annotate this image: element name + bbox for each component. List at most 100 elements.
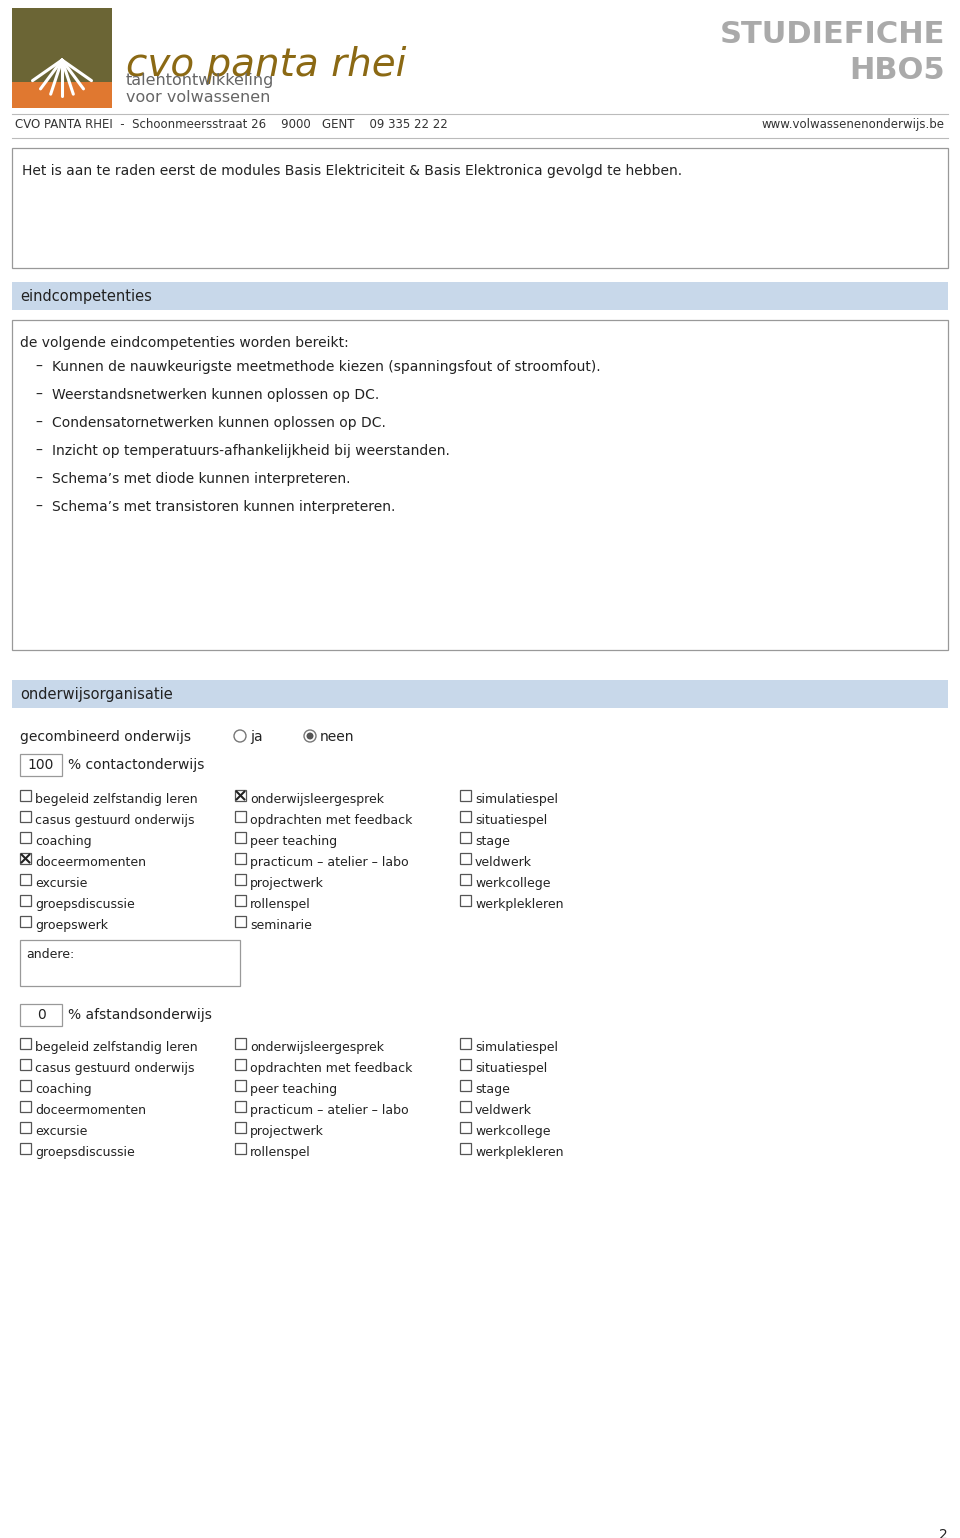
Bar	[12, 82, 112, 108]
Text: doceermomenten: doceermomenten	[35, 857, 146, 869]
Bar	[235, 1143, 246, 1154]
Bar	[460, 832, 471, 843]
Text: begeleid zelfstandig leren: begeleid zelfstandig leren	[35, 1041, 198, 1054]
Bar	[12, 320, 948, 651]
Text: onderwijsleergesprek: onderwijsleergesprek	[250, 1041, 384, 1054]
Text: opdrachten met feedback: opdrachten met feedback	[250, 814, 413, 827]
Bar	[460, 811, 471, 821]
Text: veldwerk: veldwerk	[475, 857, 532, 869]
Text: practicum – atelier – labo: practicum – atelier – labo	[250, 857, 409, 869]
Bar	[20, 1038, 31, 1049]
Bar	[460, 1060, 471, 1070]
Text: stage: stage	[475, 835, 510, 847]
Bar	[235, 811, 246, 821]
Text: casus gestuurd onderwijs: casus gestuurd onderwijs	[35, 814, 195, 827]
Bar	[460, 1123, 471, 1134]
Text: simulatiespel: simulatiespel	[475, 794, 558, 806]
Text: neen: neen	[320, 731, 354, 744]
Text: projectwerk: projectwerk	[250, 877, 324, 891]
Text: practicum – atelier – labo: practicum – atelier – labo	[250, 1104, 409, 1117]
Bar	[20, 1123, 31, 1134]
Bar	[20, 832, 31, 843]
Bar	[20, 917, 31, 927]
Bar	[20, 1101, 31, 1112]
Bar	[20, 1004, 62, 1026]
Text: talentontwikkeling: talentontwikkeling	[126, 72, 275, 88]
Text: Condensatornetwerken kunnen oplossen op DC.: Condensatornetwerken kunnen oplossen op …	[52, 415, 386, 431]
Text: Weerstandsnetwerken kunnen oplossen op DC.: Weerstandsnetwerken kunnen oplossen op D…	[52, 388, 379, 401]
Text: werkplekleren: werkplekleren	[475, 1146, 564, 1160]
Bar	[20, 1143, 31, 1154]
Bar	[235, 791, 246, 801]
Bar	[235, 874, 246, 884]
Text: casus gestuurd onderwijs: casus gestuurd onderwijs	[35, 1063, 195, 1075]
Bar	[460, 1038, 471, 1049]
Bar	[20, 1060, 31, 1070]
Text: opdrachten met feedback: opdrachten met feedback	[250, 1063, 413, 1075]
Text: groepsdiscussie: groepsdiscussie	[35, 1146, 134, 1160]
Bar	[460, 1101, 471, 1112]
Bar	[460, 895, 471, 906]
Text: –: –	[35, 500, 42, 514]
Text: voor volwassenen: voor volwassenen	[126, 91, 271, 105]
Bar	[20, 940, 240, 986]
Text: 0: 0	[36, 1007, 45, 1021]
Bar	[20, 791, 31, 801]
Text: onderwijsleergesprek: onderwijsleergesprek	[250, 794, 384, 806]
Text: –: –	[35, 360, 42, 374]
Bar	[20, 1080, 31, 1090]
Bar	[460, 1080, 471, 1090]
Text: Schema’s met transistoren kunnen interpreteren.: Schema’s met transistoren kunnen interpr…	[52, 500, 396, 514]
Bar	[20, 754, 62, 777]
Text: stage: stage	[475, 1083, 510, 1097]
Bar	[460, 791, 471, 801]
Bar	[460, 1143, 471, 1154]
Bar	[235, 1101, 246, 1112]
Bar	[12, 281, 948, 311]
Bar	[235, 832, 246, 843]
Text: –: –	[35, 472, 42, 486]
Text: –: –	[35, 444, 42, 458]
Text: cvo panta rhei: cvo panta rhei	[126, 46, 406, 85]
Bar	[235, 1080, 246, 1090]
Text: www.volwassenenonderwijs.be: www.volwassenenonderwijs.be	[762, 118, 945, 131]
Text: situatiespel: situatiespel	[475, 1063, 547, 1075]
Text: groepsdiscussie: groepsdiscussie	[35, 898, 134, 910]
Bar	[20, 895, 31, 906]
Text: veldwerk: veldwerk	[475, 1104, 532, 1117]
Text: % afstandsonderwijs: % afstandsonderwijs	[68, 1007, 212, 1021]
Text: andere:: andere:	[26, 947, 74, 961]
Text: groepswerk: groepswerk	[35, 920, 108, 932]
Text: excursie: excursie	[35, 877, 87, 891]
Text: de volgende eindcompetenties worden bereikt:: de volgende eindcompetenties worden bere…	[20, 335, 348, 351]
Text: peer teaching: peer teaching	[250, 1083, 337, 1097]
Text: Schema’s met diode kunnen interpreteren.: Schema’s met diode kunnen interpreteren.	[52, 472, 350, 486]
Bar	[12, 148, 948, 268]
Circle shape	[306, 732, 314, 740]
Bar	[20, 811, 31, 821]
Text: werkcollege: werkcollege	[475, 877, 550, 891]
Text: excursie: excursie	[35, 1124, 87, 1138]
Text: werkcollege: werkcollege	[475, 1124, 550, 1138]
Text: werkplekleren: werkplekleren	[475, 898, 564, 910]
Text: simulatiespel: simulatiespel	[475, 1041, 558, 1054]
Text: begeleid zelfstandig leren: begeleid zelfstandig leren	[35, 794, 198, 806]
Text: peer teaching: peer teaching	[250, 835, 337, 847]
Text: Inzicht op temperatuurs-afhankelijkheid bij weerstanden.: Inzicht op temperatuurs-afhankelijkheid …	[52, 444, 450, 458]
Text: onderwijsorganisatie: onderwijsorganisatie	[20, 687, 173, 701]
Text: CVO PANTA RHEI  -  Schoonmeersstraat 26    9000   GENT    09 335 22 22: CVO PANTA RHEI - Schoonmeersstraat 26 90…	[15, 118, 447, 131]
Text: seminarie: seminarie	[250, 920, 312, 932]
Text: –: –	[35, 388, 42, 401]
Bar	[460, 854, 471, 864]
Text: rollenspel: rollenspel	[250, 1146, 311, 1160]
Text: HBO5: HBO5	[850, 55, 945, 85]
Text: STUDIEFICHE: STUDIEFICHE	[720, 20, 945, 49]
Text: –: –	[35, 415, 42, 431]
Text: gecombineerd onderwijs: gecombineerd onderwijs	[20, 731, 191, 744]
Text: Het is aan te raden eerst de modules Basis Elektriciteit & Basis Elektronica gev: Het is aan te raden eerst de modules Bas…	[22, 165, 683, 178]
Bar	[235, 917, 246, 927]
Text: coaching: coaching	[35, 835, 91, 847]
Text: 2: 2	[939, 1527, 948, 1538]
Bar	[20, 874, 31, 884]
Text: projectwerk: projectwerk	[250, 1124, 324, 1138]
